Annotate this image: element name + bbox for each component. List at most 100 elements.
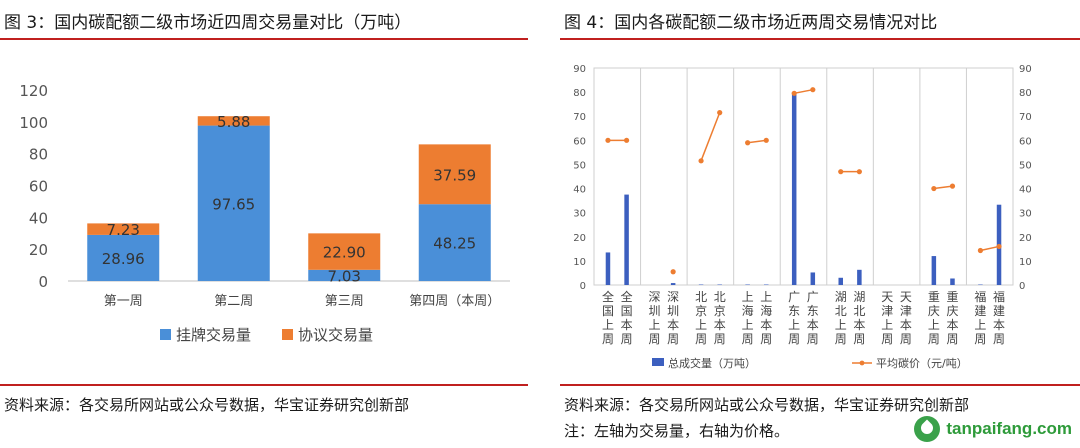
x-tick-label: 第四周（本周） bbox=[409, 294, 500, 309]
legend-label-price: 平均碳价（元/吨） bbox=[876, 356, 968, 370]
left-figure-title: 图 3：国内碳配额二级市场近四周交易量对比（万吨） bbox=[4, 13, 412, 33]
price-marker bbox=[791, 90, 797, 96]
right-y-tick-label: 0 bbox=[1019, 281, 1025, 292]
price-marker bbox=[745, 140, 751, 146]
combo-bar-line-chart: 0 10 20 30 40 50 60 70 80 90 0 10 20 30 40 50 60 70 80 90 全国… bbox=[573, 64, 1032, 370]
bar-segment bbox=[197, 125, 270, 281]
x-tick-label: 重庆上周 bbox=[928, 290, 940, 346]
left-y-tick-label: 50 bbox=[573, 160, 586, 171]
y-tick-label: 60 bbox=[29, 178, 48, 196]
x-tick-label: 北京上周 bbox=[695, 290, 707, 346]
bar-segment bbox=[87, 223, 160, 235]
watermark-text: tanpaifang.com bbox=[946, 419, 1072, 438]
price-marker bbox=[763, 137, 769, 143]
price-marker bbox=[698, 158, 704, 164]
right-y-tick-label: 40 bbox=[1019, 185, 1032, 196]
right-figure-title: 图 4：国内各碳配额二级市场近两周交易情况对比 bbox=[564, 13, 938, 33]
right-panel: 图 4：国内各碳配额二级市场近两周交易情况对比 0 10 20 30 40 50 60 70 8… bbox=[560, 0, 1080, 448]
stacked-bar-chart: 0 20 40 60 80 100 120 28.96 7.23 第一周 97.65 5.88 第二周 7… bbox=[19, 82, 510, 344]
volume-bar bbox=[810, 272, 816, 285]
x-tick-label: 广东上周 bbox=[788, 290, 800, 346]
x-tick-label: 福建本周 bbox=[993, 289, 1005, 346]
data-label: 28.96 bbox=[102, 250, 145, 268]
left-y-tick-label: 30 bbox=[573, 209, 586, 220]
y-tick-label: 0 bbox=[38, 273, 48, 291]
right-title-rule bbox=[560, 38, 1080, 40]
x-tick-label: 第一周 bbox=[104, 294, 143, 309]
x-tick-label: 北京本周 bbox=[714, 290, 726, 346]
x-tick-label: 湖北本周 bbox=[853, 289, 865, 346]
volume-bar bbox=[838, 277, 843, 285]
leaf-logo-icon bbox=[914, 416, 941, 442]
bar-segment bbox=[87, 234, 160, 281]
volume-bar bbox=[791, 92, 797, 285]
left-title-rule bbox=[0, 38, 528, 40]
left-y-tick-label: 60 bbox=[573, 136, 586, 147]
price-line bbox=[747, 139, 767, 144]
left-source-rule bbox=[0, 384, 528, 386]
price-marker bbox=[717, 110, 723, 116]
watermark: tanpaifang.com bbox=[914, 414, 1072, 444]
left-y-tick-label: 90 bbox=[573, 64, 586, 75]
x-tick-label: 深圳上周 bbox=[649, 290, 661, 346]
bar-segment bbox=[308, 269, 381, 281]
legend-swatch-volume bbox=[652, 358, 664, 366]
price-line bbox=[794, 88, 813, 95]
x-tick-label: 全国本周 bbox=[621, 289, 633, 346]
right-y-tick-label: 50 bbox=[1019, 160, 1032, 171]
x-tick-label: 第二周 bbox=[214, 294, 253, 309]
bar-segment bbox=[418, 204, 491, 281]
legend-swatch-listed bbox=[160, 329, 171, 340]
x-tick-label: 湖北上周 bbox=[835, 289, 847, 346]
x-tick-label: 深圳本周 bbox=[667, 290, 679, 346]
left-y-tick-label: 40 bbox=[573, 185, 586, 196]
data-label: 7.23 bbox=[107, 221, 140, 239]
y-tick-label: 80 bbox=[29, 146, 48, 164]
left-y-tick-label: 80 bbox=[573, 88, 586, 99]
x-tick-label: 广东本周 bbox=[807, 290, 819, 346]
price-marker bbox=[949, 183, 956, 189]
right-y-tick-label: 70 bbox=[1019, 112, 1032, 123]
volume-bar bbox=[605, 252, 611, 285]
volume-bar bbox=[624, 194, 629, 285]
data-label: 97.65 bbox=[212, 195, 255, 213]
legend-label-volume: 总成交量（万吨） bbox=[668, 356, 756, 370]
price-marker bbox=[623, 137, 630, 143]
data-label: 5.88 bbox=[217, 113, 250, 131]
data-label: 22.90 bbox=[323, 244, 366, 262]
x-tick-label: 重庆本周 bbox=[946, 290, 958, 346]
data-label: 37.59 bbox=[433, 166, 476, 184]
right-y-tick-label: 60 bbox=[1019, 136, 1032, 147]
x-tick-label: 上海上周 bbox=[742, 290, 754, 346]
volume-bar bbox=[950, 278, 955, 285]
price-marker bbox=[670, 269, 676, 275]
price-marker bbox=[605, 137, 611, 143]
left-y-tick-label: 0 bbox=[580, 281, 586, 292]
right-note-text: 注：左轴为交易量，右轴为价格。 bbox=[564, 422, 790, 440]
legend-swatch-agreement bbox=[282, 329, 293, 340]
price-line bbox=[700, 112, 721, 162]
legend-marker-price bbox=[859, 360, 865, 366]
data-label: 48.25 bbox=[433, 235, 476, 253]
volume-bar bbox=[670, 283, 676, 285]
volume-bar bbox=[857, 269, 862, 285]
volume-bar bbox=[931, 256, 937, 285]
y-tick-label: 100 bbox=[19, 114, 48, 132]
price-marker bbox=[856, 169, 862, 175]
right-source-text: 资料来源：各交易所网站或公众号数据，华宝证券研究创新部 bbox=[564, 396, 970, 414]
price-line bbox=[980, 245, 1000, 252]
left-y-tick-label: 70 bbox=[573, 112, 586, 123]
x-tick-label: 天津上周 bbox=[881, 290, 893, 346]
plot-border bbox=[593, 67, 1014, 286]
bar-segment bbox=[418, 144, 491, 205]
legend-label-listed: 挂牌交易量 bbox=[176, 326, 251, 344]
y-tick-label: 120 bbox=[19, 82, 48, 100]
y-tick-label: 40 bbox=[29, 209, 48, 227]
left-source-text: 资料来源：各交易所网站或公众号数据，华宝证券研究创新部 bbox=[4, 396, 410, 414]
x-tick-label: 第三周 bbox=[325, 294, 364, 309]
price-marker bbox=[931, 185, 937, 192]
price-marker bbox=[996, 243, 1002, 250]
right-y-tick-label: 10 bbox=[1019, 257, 1032, 268]
left-y-tick-label: 20 bbox=[573, 233, 586, 244]
x-tick-label: 上海本周 bbox=[760, 290, 772, 346]
